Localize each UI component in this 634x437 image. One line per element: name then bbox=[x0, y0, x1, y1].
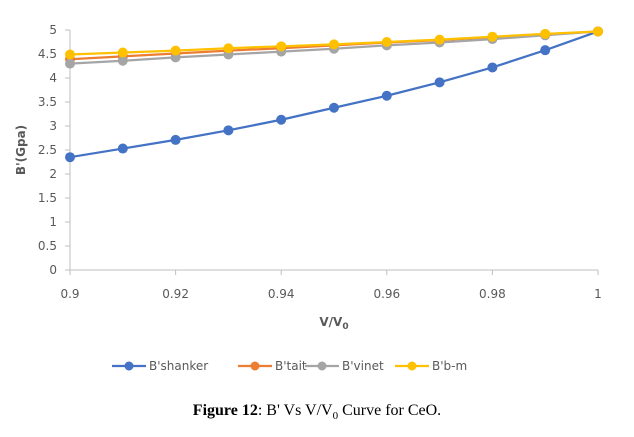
legend-item: B'vinet bbox=[305, 359, 384, 373]
axes: 0 0.5 1 1.5 2 2.5 3 3.5 4 4.5 5 0.9 0.92 0.94 0.96 0.98… bbox=[14, 23, 602, 332]
x-axis-title: V/V0 bbox=[319, 315, 348, 332]
caption-text-end: Curve for CeO. bbox=[338, 402, 442, 419]
data-point bbox=[540, 28, 551, 39]
y-tick-label: 1.5 bbox=[38, 191, 57, 205]
y-tick-label: 0 bbox=[49, 263, 57, 277]
data-point bbox=[381, 90, 392, 101]
data-point bbox=[487, 62, 498, 73]
legend-label: B'shanker bbox=[149, 359, 208, 373]
data-point bbox=[381, 37, 392, 47]
x-tick-label: 1 bbox=[594, 287, 602, 301]
legend-marker bbox=[317, 361, 327, 371]
x-tick-label: 0.96 bbox=[373, 287, 400, 301]
series-layer bbox=[65, 26, 603, 163]
data-point bbox=[223, 125, 234, 136]
data-point bbox=[487, 31, 498, 42]
x-tick-label: 0.9 bbox=[60, 287, 79, 301]
legend-label: B'b-m bbox=[432, 359, 467, 373]
chart: 0 0.5 1 1.5 2 2.5 3 3.5 4 4.5 5 0.9 0.92 0.94 0.96 0.98… bbox=[14, 23, 603, 373]
x-tick-label: 0.92 bbox=[162, 287, 189, 301]
legend: B'shanker B'tait B'vinet B'b-m bbox=[112, 359, 467, 373]
data-point bbox=[117, 143, 128, 154]
legend-marker bbox=[407, 361, 417, 371]
y-tick-label: 3 bbox=[49, 119, 57, 133]
data-point bbox=[434, 77, 445, 88]
y-tick-label: 4.5 bbox=[38, 47, 57, 61]
y-tick-label: 3.5 bbox=[38, 95, 57, 109]
data-point bbox=[65, 58, 75, 69]
data-point bbox=[170, 45, 181, 56]
figure-caption: Figure 12: B' Vs V/V0 Curve for CeO. bbox=[0, 402, 634, 422]
data-point bbox=[434, 34, 445, 45]
caption-subscript: 0 bbox=[332, 410, 339, 423]
data-point bbox=[170, 134, 181, 145]
data-point bbox=[117, 55, 128, 66]
caption-text: : B' Vs V/V bbox=[257, 402, 333, 419]
y-tick-label: 2 bbox=[49, 167, 57, 181]
data-point bbox=[329, 39, 339, 50]
x-tick-label: 0.98 bbox=[479, 287, 506, 301]
data-point bbox=[223, 43, 234, 54]
y-axis-title: B'(Gpa) bbox=[14, 125, 28, 175]
legend-item: B'b-m bbox=[395, 359, 467, 373]
series-b-b-m bbox=[65, 26, 603, 60]
legend-marker bbox=[250, 361, 260, 371]
x-tick-label: 0.94 bbox=[268, 287, 295, 301]
y-tick-label: 4 bbox=[49, 71, 57, 85]
data-point bbox=[329, 102, 339, 113]
legend-item: B'tait bbox=[238, 359, 307, 373]
legend-label: B'vinet bbox=[342, 359, 384, 373]
caption-label: Figure 12 bbox=[192, 402, 258, 419]
y-tick-label: 5 bbox=[49, 23, 57, 37]
y-tick-label: 2.5 bbox=[38, 143, 57, 157]
data-point bbox=[65, 152, 75, 163]
data-point bbox=[117, 47, 128, 58]
data-point bbox=[593, 26, 603, 37]
legend-item: B'shanker bbox=[112, 359, 208, 373]
y-tick-label: 1 bbox=[49, 215, 57, 229]
y-tick-label: 0.5 bbox=[38, 239, 57, 253]
data-point bbox=[540, 45, 551, 56]
legend-label: B'tait bbox=[275, 359, 307, 373]
legend-marker bbox=[124, 361, 134, 371]
data-point bbox=[65, 49, 75, 60]
data-point bbox=[276, 114, 287, 125]
data-point bbox=[276, 41, 287, 52]
